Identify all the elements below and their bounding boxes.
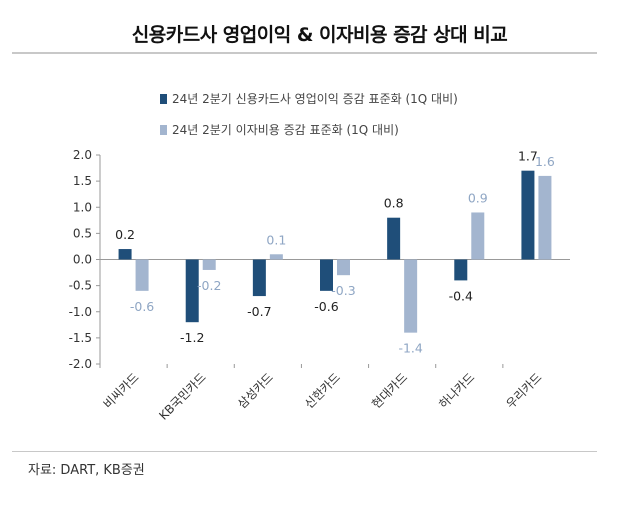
bottom-divider [12, 451, 597, 452]
y-tick-label: -1.0 [69, 305, 92, 319]
bar-interest-expense [471, 212, 485, 260]
bar-operating-profit [454, 259, 468, 281]
data-label: 0.8 [384, 196, 404, 211]
data-label: -1.2 [180, 330, 204, 345]
data-label: 1.7 [518, 149, 538, 164]
bar-interest-expense [404, 259, 418, 333]
y-tick-label: -0.5 [69, 279, 92, 293]
bar-interest-expense [337, 259, 350, 276]
data-label: 0.9 [468, 190, 488, 205]
legend-label-1: 24년 2분기 신용카드사 영업이익 증감 표준화 (1Q 대비) [172, 92, 458, 106]
x-category-label: 신한카드 [302, 370, 343, 411]
x-category-label: 비씨카드 [101, 370, 142, 411]
x-category-label: 우리카드 [503, 370, 544, 411]
x-category-label: 하나카드 [436, 370, 477, 411]
data-label: -0.2 [197, 278, 221, 293]
y-tick-label: 1.0 [73, 200, 92, 214]
y-tick-label: 0.0 [73, 253, 92, 267]
legend-swatch-2 [160, 125, 167, 135]
bar-operating-profit [118, 249, 132, 260]
data-label: 1.6 [535, 154, 555, 169]
bar-operating-profit [252, 259, 266, 297]
x-category-label: 현대카드 [369, 370, 410, 411]
data-label: -1.4 [398, 341, 422, 356]
y-tick-label: 0.5 [73, 226, 92, 240]
bar-chart: 24년 2분기 신용카드사 영업이익 증감 표준화 (1Q 대비) 24년 2분기… [69, 92, 570, 423]
y-tick-label: 1.5 [73, 174, 92, 188]
data-label: -0.7 [247, 304, 271, 319]
bar-interest-expense [135, 259, 149, 291]
data-label: -0.6 [314, 299, 338, 314]
top-divider [12, 52, 597, 54]
data-label: -0.4 [449, 288, 473, 303]
chart-title: 신용카드사 영업이익 & 이자비용 증감 상대 비교 [131, 24, 508, 46]
bar-interest-expense [202, 259, 216, 270]
bar-interest-expense [538, 175, 552, 260]
bar-operating-profit [320, 259, 333, 291]
data-label: 0.2 [115, 227, 135, 242]
x-category-label: 삼성카드 [235, 370, 276, 411]
bar-operating-profit [185, 259, 199, 323]
data-label: 0.1 [266, 232, 286, 247]
y-tick-label: 2.0 [73, 148, 92, 162]
data-label: -0.6 [130, 299, 154, 314]
bar-operating-profit [521, 170, 535, 260]
source-note: 자료: DART, KB증권 [28, 463, 145, 478]
bar-interest-expense [269, 254, 283, 260]
legend-swatch-1 [160, 94, 167, 104]
legend-label-2: 24년 2분기 이자비용 증감 표준화 (1Q 대비) [172, 123, 399, 137]
x-category-label: KB국민카드 [156, 370, 209, 423]
y-tick-label: -2.0 [69, 357, 92, 371]
bar-operating-profit [387, 217, 401, 260]
data-label: -0.3 [331, 283, 355, 298]
y-tick-label: -1.5 [69, 331, 92, 345]
